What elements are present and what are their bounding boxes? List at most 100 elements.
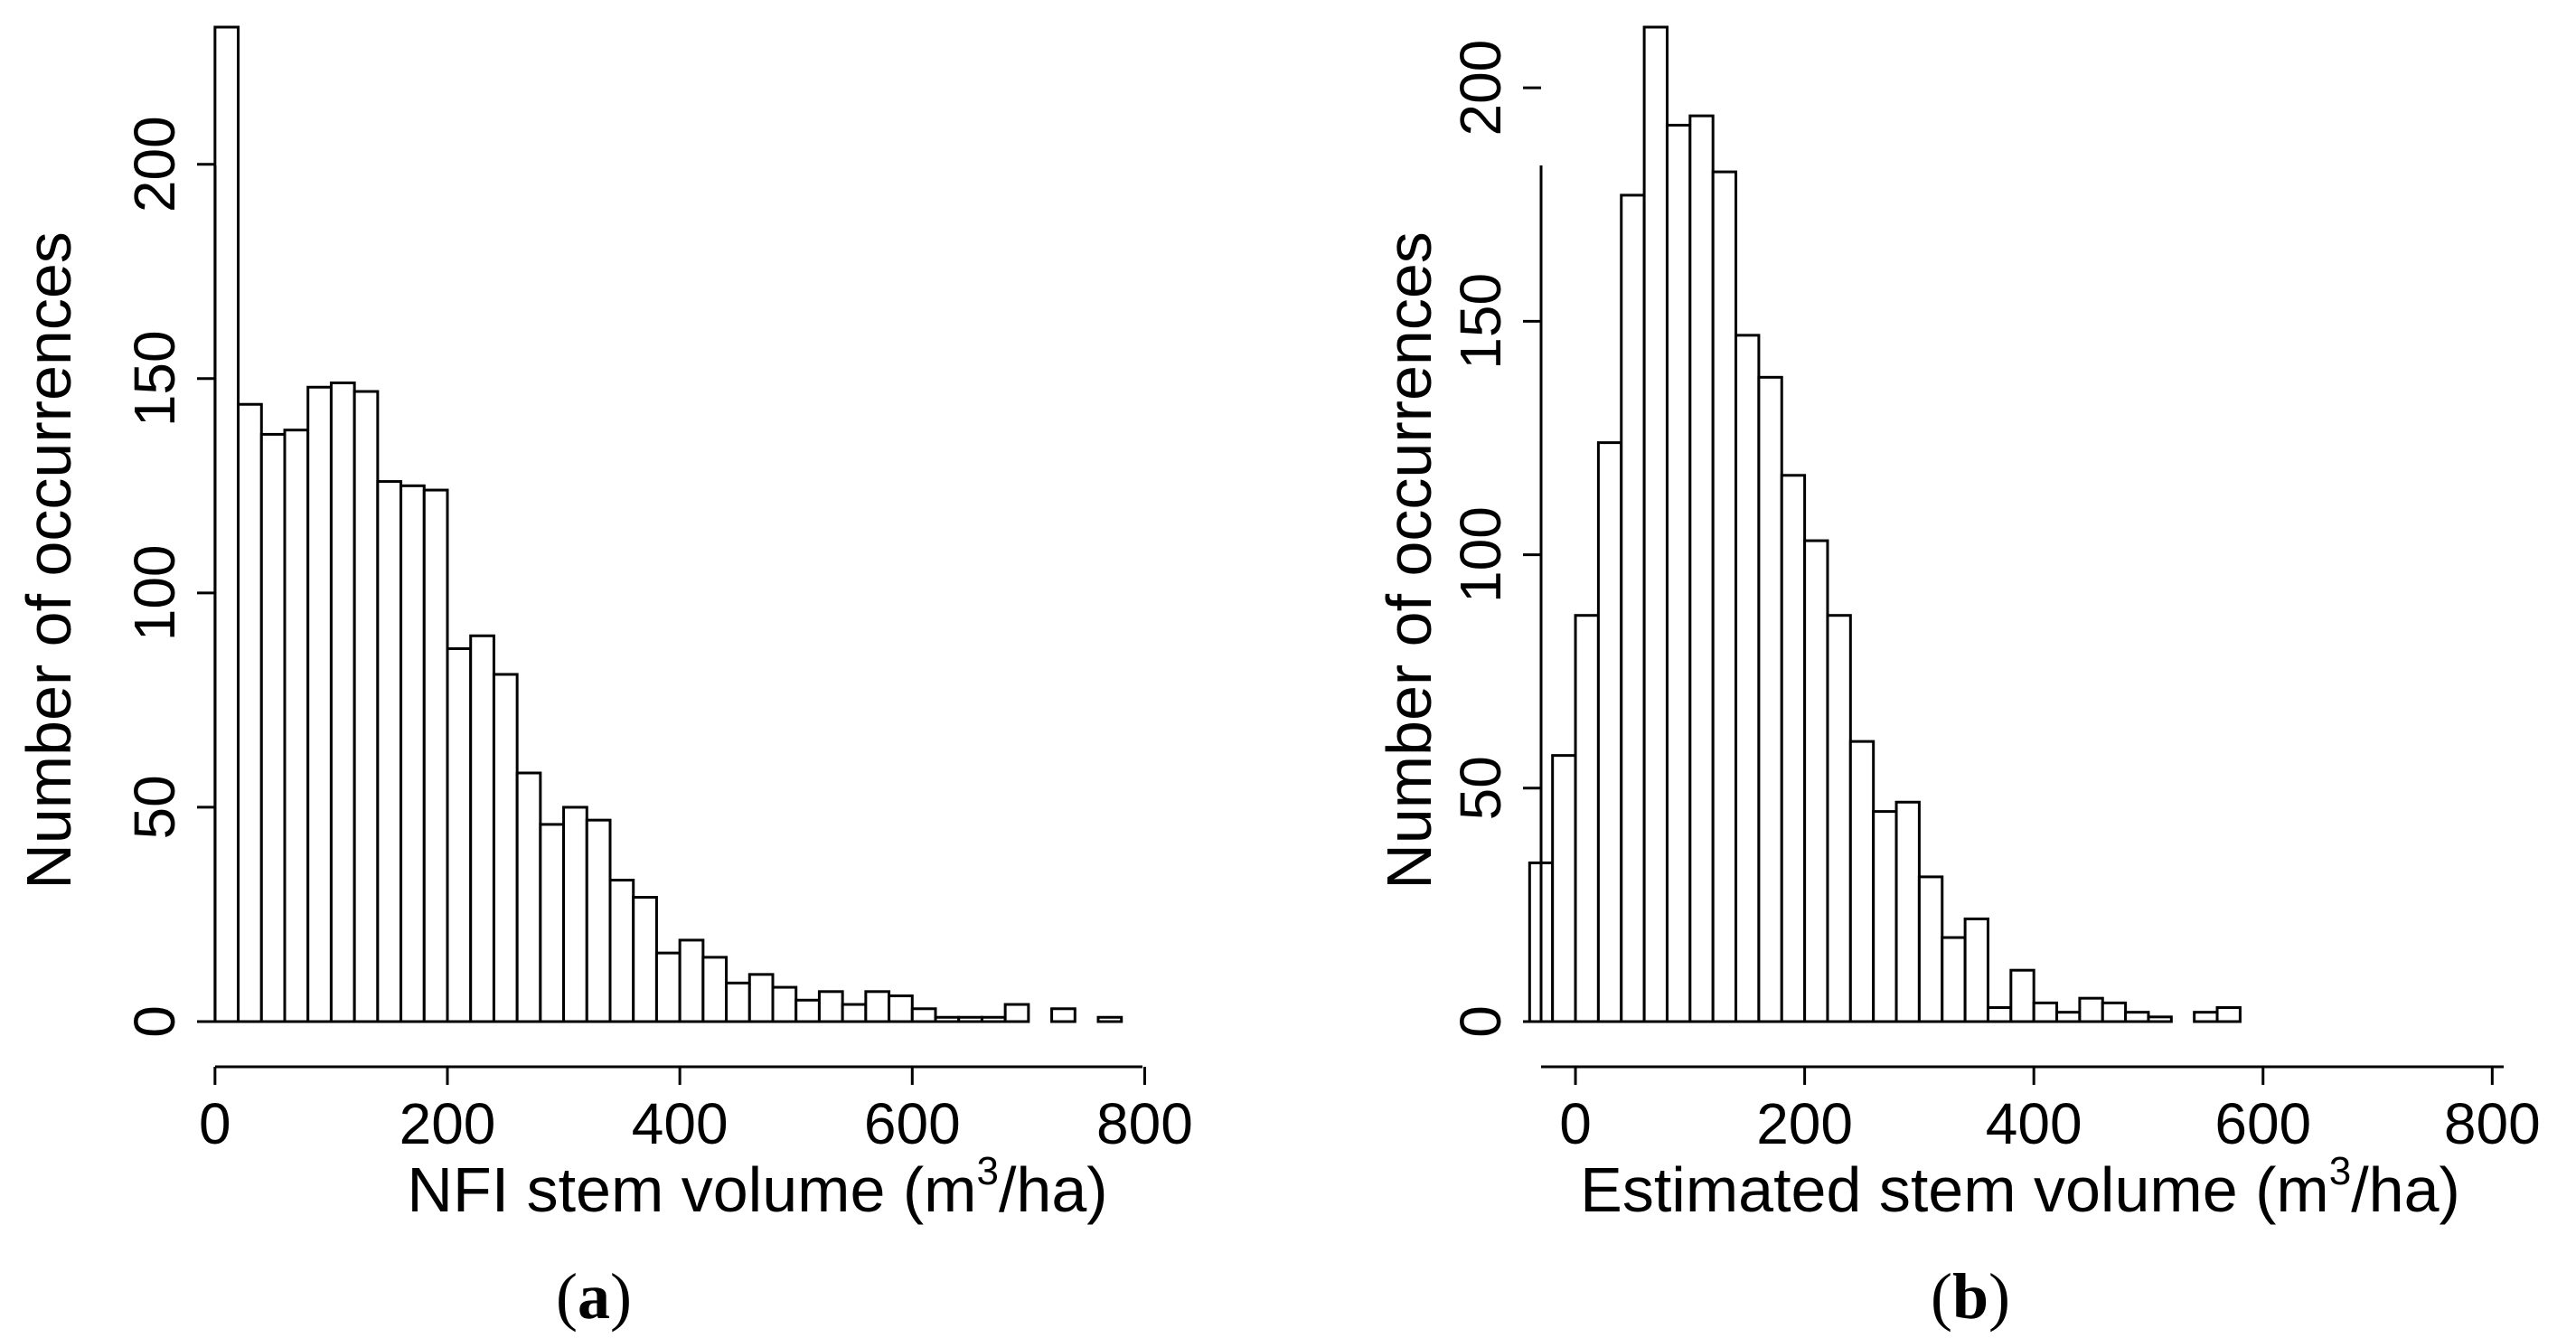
panel-a-bar <box>237 402 263 1023</box>
panel-a-y-tick-label: 150 <box>122 330 187 427</box>
panel-a-bar <box>747 973 775 1023</box>
panel-b-bar <box>1596 441 1623 1023</box>
panel-a-y-tick-label: 100 <box>122 544 187 641</box>
panel-b-bar <box>1711 170 1738 1023</box>
panel-b-bar <box>2147 1015 2173 1023</box>
panel-b-x-ticks: 0 200 400 600 800 <box>1559 1067 2541 1156</box>
panel-b-bar <box>2032 1001 2059 1023</box>
panel-b-y-tick-label: 0 <box>1448 1005 1513 1038</box>
panel-b-x-tick-label: 0 <box>1559 1091 1592 1156</box>
panel-b-bar <box>1963 917 1989 1023</box>
panel-a-bar <box>422 488 449 1023</box>
panel-a-y-axis-label: Number of occurrences <box>14 231 84 890</box>
panel-a-bar <box>888 994 914 1023</box>
panel-a-bar <box>817 990 844 1023</box>
panel-b-bar <box>1620 193 1646 1023</box>
panel-b-bar <box>1917 875 1944 1023</box>
panel-a-bar <box>864 990 891 1023</box>
panel-a-bar <box>446 647 473 1023</box>
panel-b-bar <box>1894 800 1921 1023</box>
panel-b-bar <box>1780 474 1807 1023</box>
panel-b-x-tick-label: 600 <box>2214 1091 2311 1156</box>
panel-a-bar <box>608 879 635 1023</box>
panel-b-bar <box>1826 614 1852 1023</box>
panel-a-y-tick-label: 200 <box>122 116 187 212</box>
panel-b-bar <box>1735 334 1761 1023</box>
panel-a-bar <box>585 818 612 1023</box>
panel-a-bar <box>515 771 542 1023</box>
panel-b-bar <box>2124 1011 2150 1023</box>
panel-b-x-tick-label: 400 <box>1986 1091 2082 1156</box>
panel-a-bar <box>213 25 240 1023</box>
panel-b-bar <box>2055 1011 2082 1023</box>
panel-a-bar <box>562 806 588 1023</box>
panel-b-bar <box>1848 740 1876 1023</box>
panel-b-bar <box>1642 25 1669 1023</box>
panel-b-x-tick-label: 200 <box>1756 1091 1853 1156</box>
panel-b-y-tick-label: 150 <box>1448 273 1513 370</box>
panel-a-bar <box>1050 1007 1076 1023</box>
panel-a-bar <box>794 998 821 1023</box>
panel-b-bar <box>2101 1001 2128 1023</box>
panel-a-bar <box>980 1015 1007 1023</box>
panel-b-y-axis-label: Number of occurrences <box>1374 231 1444 890</box>
panel-a-bar <box>1003 1003 1030 1023</box>
panel-b-label: (b) <box>1931 1260 2010 1333</box>
panel-a-x-axis-label: NFI stem volume (m3/ha) <box>407 1149 1107 1225</box>
panel-a-bar <box>701 956 729 1023</box>
panel-a-bar <box>492 673 519 1023</box>
panel-b-x-tick-label: 800 <box>2444 1091 2541 1156</box>
panel-b-bar <box>1574 614 1600 1023</box>
panel-b-bars <box>1528 25 2242 1023</box>
panel-a-x-tick-label: 200 <box>400 1091 496 1156</box>
panel-a-x-tick-label: 0 <box>199 1091 231 1156</box>
panel-b-x-axis-label: Estimated stem volume (m3/ha) <box>1580 1149 2460 1225</box>
panel-a-bar <box>376 480 403 1023</box>
panel-b-bar <box>1941 936 1967 1023</box>
panel-b-y-ticks: 0 50 100 150 200 <box>1448 40 1541 1038</box>
panel-a-bar <box>539 823 566 1023</box>
panel-a-chart: 0 200 400 600 800 0 50 100 150 200 Number of occ… <box>14 25 1193 1333</box>
panel-b-bar <box>1688 114 1715 1023</box>
panel-b-y-tick-label: 100 <box>1448 506 1513 603</box>
panel-a-x-ticks: 0 200 400 600 800 <box>199 1067 1193 1156</box>
panel-a-bar <box>353 390 380 1023</box>
panel-a-y-tick-label: 0 <box>122 1005 187 1038</box>
panel-a-bar <box>283 429 310 1023</box>
panel-b-bar <box>1803 539 1829 1023</box>
panel-a-bar <box>632 896 658 1023</box>
panel-b-y-tick-label: 50 <box>1448 756 1513 820</box>
panel-a-bars <box>213 25 1123 1023</box>
panel-a-bar <box>469 634 495 1023</box>
panel-a-bar <box>725 981 751 1023</box>
panel-b-bar <box>1665 123 1692 1023</box>
panel-b-bar <box>1757 375 1783 1023</box>
panel-b-bar <box>2215 1006 2242 1023</box>
panel-b-y-tick-label: 200 <box>1448 40 1513 137</box>
panel-a-x-tick-label: 400 <box>632 1091 729 1156</box>
panel-a-bar <box>910 1007 937 1023</box>
panel-b-chart: 0 200 400 600 800 0 50 100 150 200 Number of occ… <box>1374 25 2541 1333</box>
panel-a-bar <box>329 382 356 1023</box>
panel-b-bar <box>2009 968 2035 1023</box>
panel-b-bar <box>2078 996 2104 1023</box>
panel-a-bar <box>1096 1015 1123 1023</box>
panel-a-x-tick-label: 800 <box>1096 1091 1193 1156</box>
panel-a-x-tick-label: 600 <box>864 1091 961 1156</box>
panel-a-bar <box>841 1003 868 1023</box>
panel-a-bar <box>678 938 705 1023</box>
panel-a-y-ticks: 0 50 100 150 200 <box>122 116 215 1038</box>
panel-a-bar <box>400 484 426 1023</box>
panel-b-bar <box>2193 1011 2219 1023</box>
panel-a-bar <box>934 1015 961 1023</box>
panel-b-bar <box>1872 810 1898 1023</box>
panel-a-bar <box>771 985 798 1023</box>
panel-a-bar <box>957 1015 983 1023</box>
panel-b-bar <box>1551 754 1577 1023</box>
panel-a-y-tick-label: 50 <box>122 775 187 839</box>
panel-a-bar <box>654 951 682 1023</box>
panel-a-bar <box>259 432 287 1023</box>
panel-a-bar <box>306 385 333 1023</box>
panel-b-bar <box>1986 1006 2013 1023</box>
